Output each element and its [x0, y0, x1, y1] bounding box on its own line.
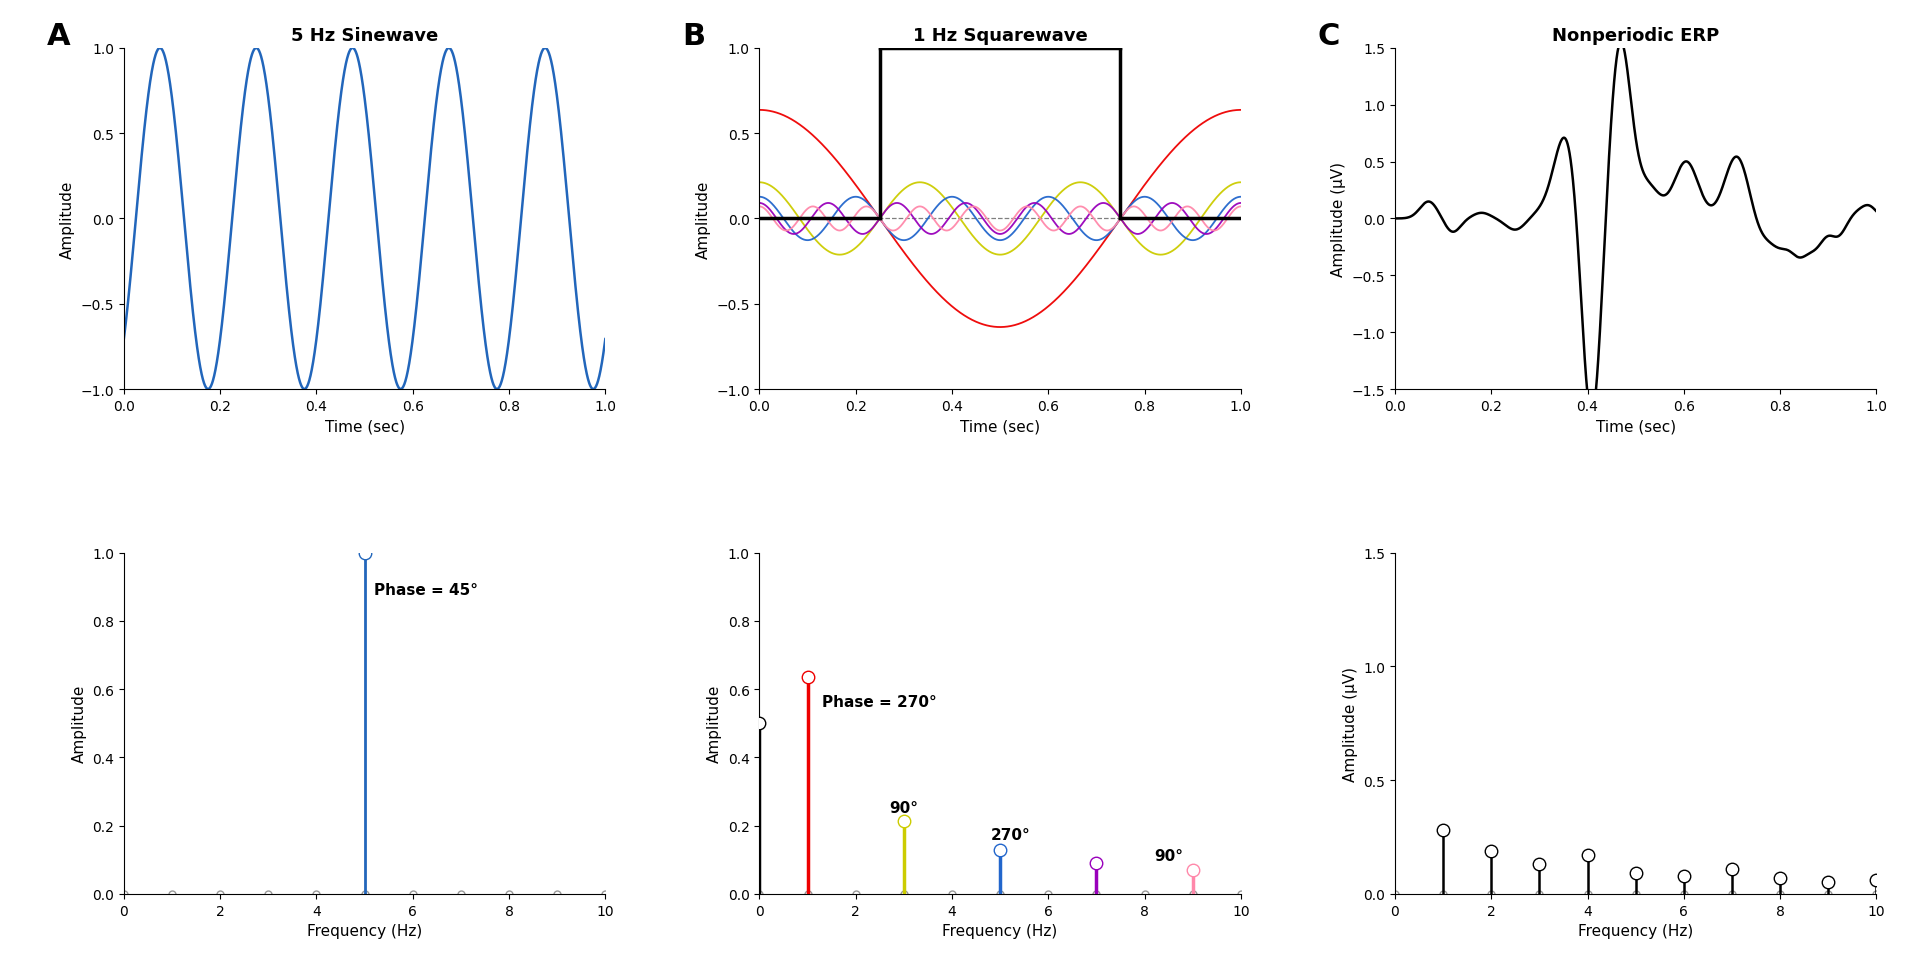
Text: Phase = 270°: Phase = 270°	[821, 695, 937, 709]
Text: Phase = 45°: Phase = 45°	[373, 582, 478, 597]
Y-axis label: Amplitude (μV): Amplitude (μV)	[1343, 666, 1358, 781]
Text: B: B	[682, 21, 705, 51]
Y-axis label: Amplitude: Amplitude	[695, 180, 711, 258]
Text: 90°: 90°	[1154, 848, 1183, 863]
X-axis label: Time (sec): Time (sec)	[1596, 419, 1676, 434]
Y-axis label: Amplitude: Amplitude	[707, 685, 722, 763]
Text: A: A	[48, 21, 70, 51]
Title: 5 Hz Sinewave: 5 Hz Sinewave	[291, 26, 438, 45]
Text: 270°: 270°	[991, 828, 1031, 842]
Text: C: C	[1318, 21, 1341, 51]
Y-axis label: Amplitude: Amplitude	[72, 685, 86, 763]
Y-axis label: Amplitude: Amplitude	[59, 180, 74, 258]
X-axis label: Frequency (Hz): Frequency (Hz)	[943, 923, 1057, 938]
X-axis label: Time (sec): Time (sec)	[324, 419, 404, 434]
X-axis label: Frequency (Hz): Frequency (Hz)	[1577, 923, 1694, 938]
X-axis label: Frequency (Hz): Frequency (Hz)	[307, 923, 423, 938]
Text: 90°: 90°	[890, 800, 918, 815]
Y-axis label: Amplitude (μV): Amplitude (μV)	[1332, 162, 1347, 276]
Title: Nonperiodic ERP: Nonperiodic ERP	[1553, 26, 1720, 45]
Title: 1 Hz Squarewave: 1 Hz Squarewave	[912, 26, 1088, 45]
X-axis label: Time (sec): Time (sec)	[960, 419, 1040, 434]
